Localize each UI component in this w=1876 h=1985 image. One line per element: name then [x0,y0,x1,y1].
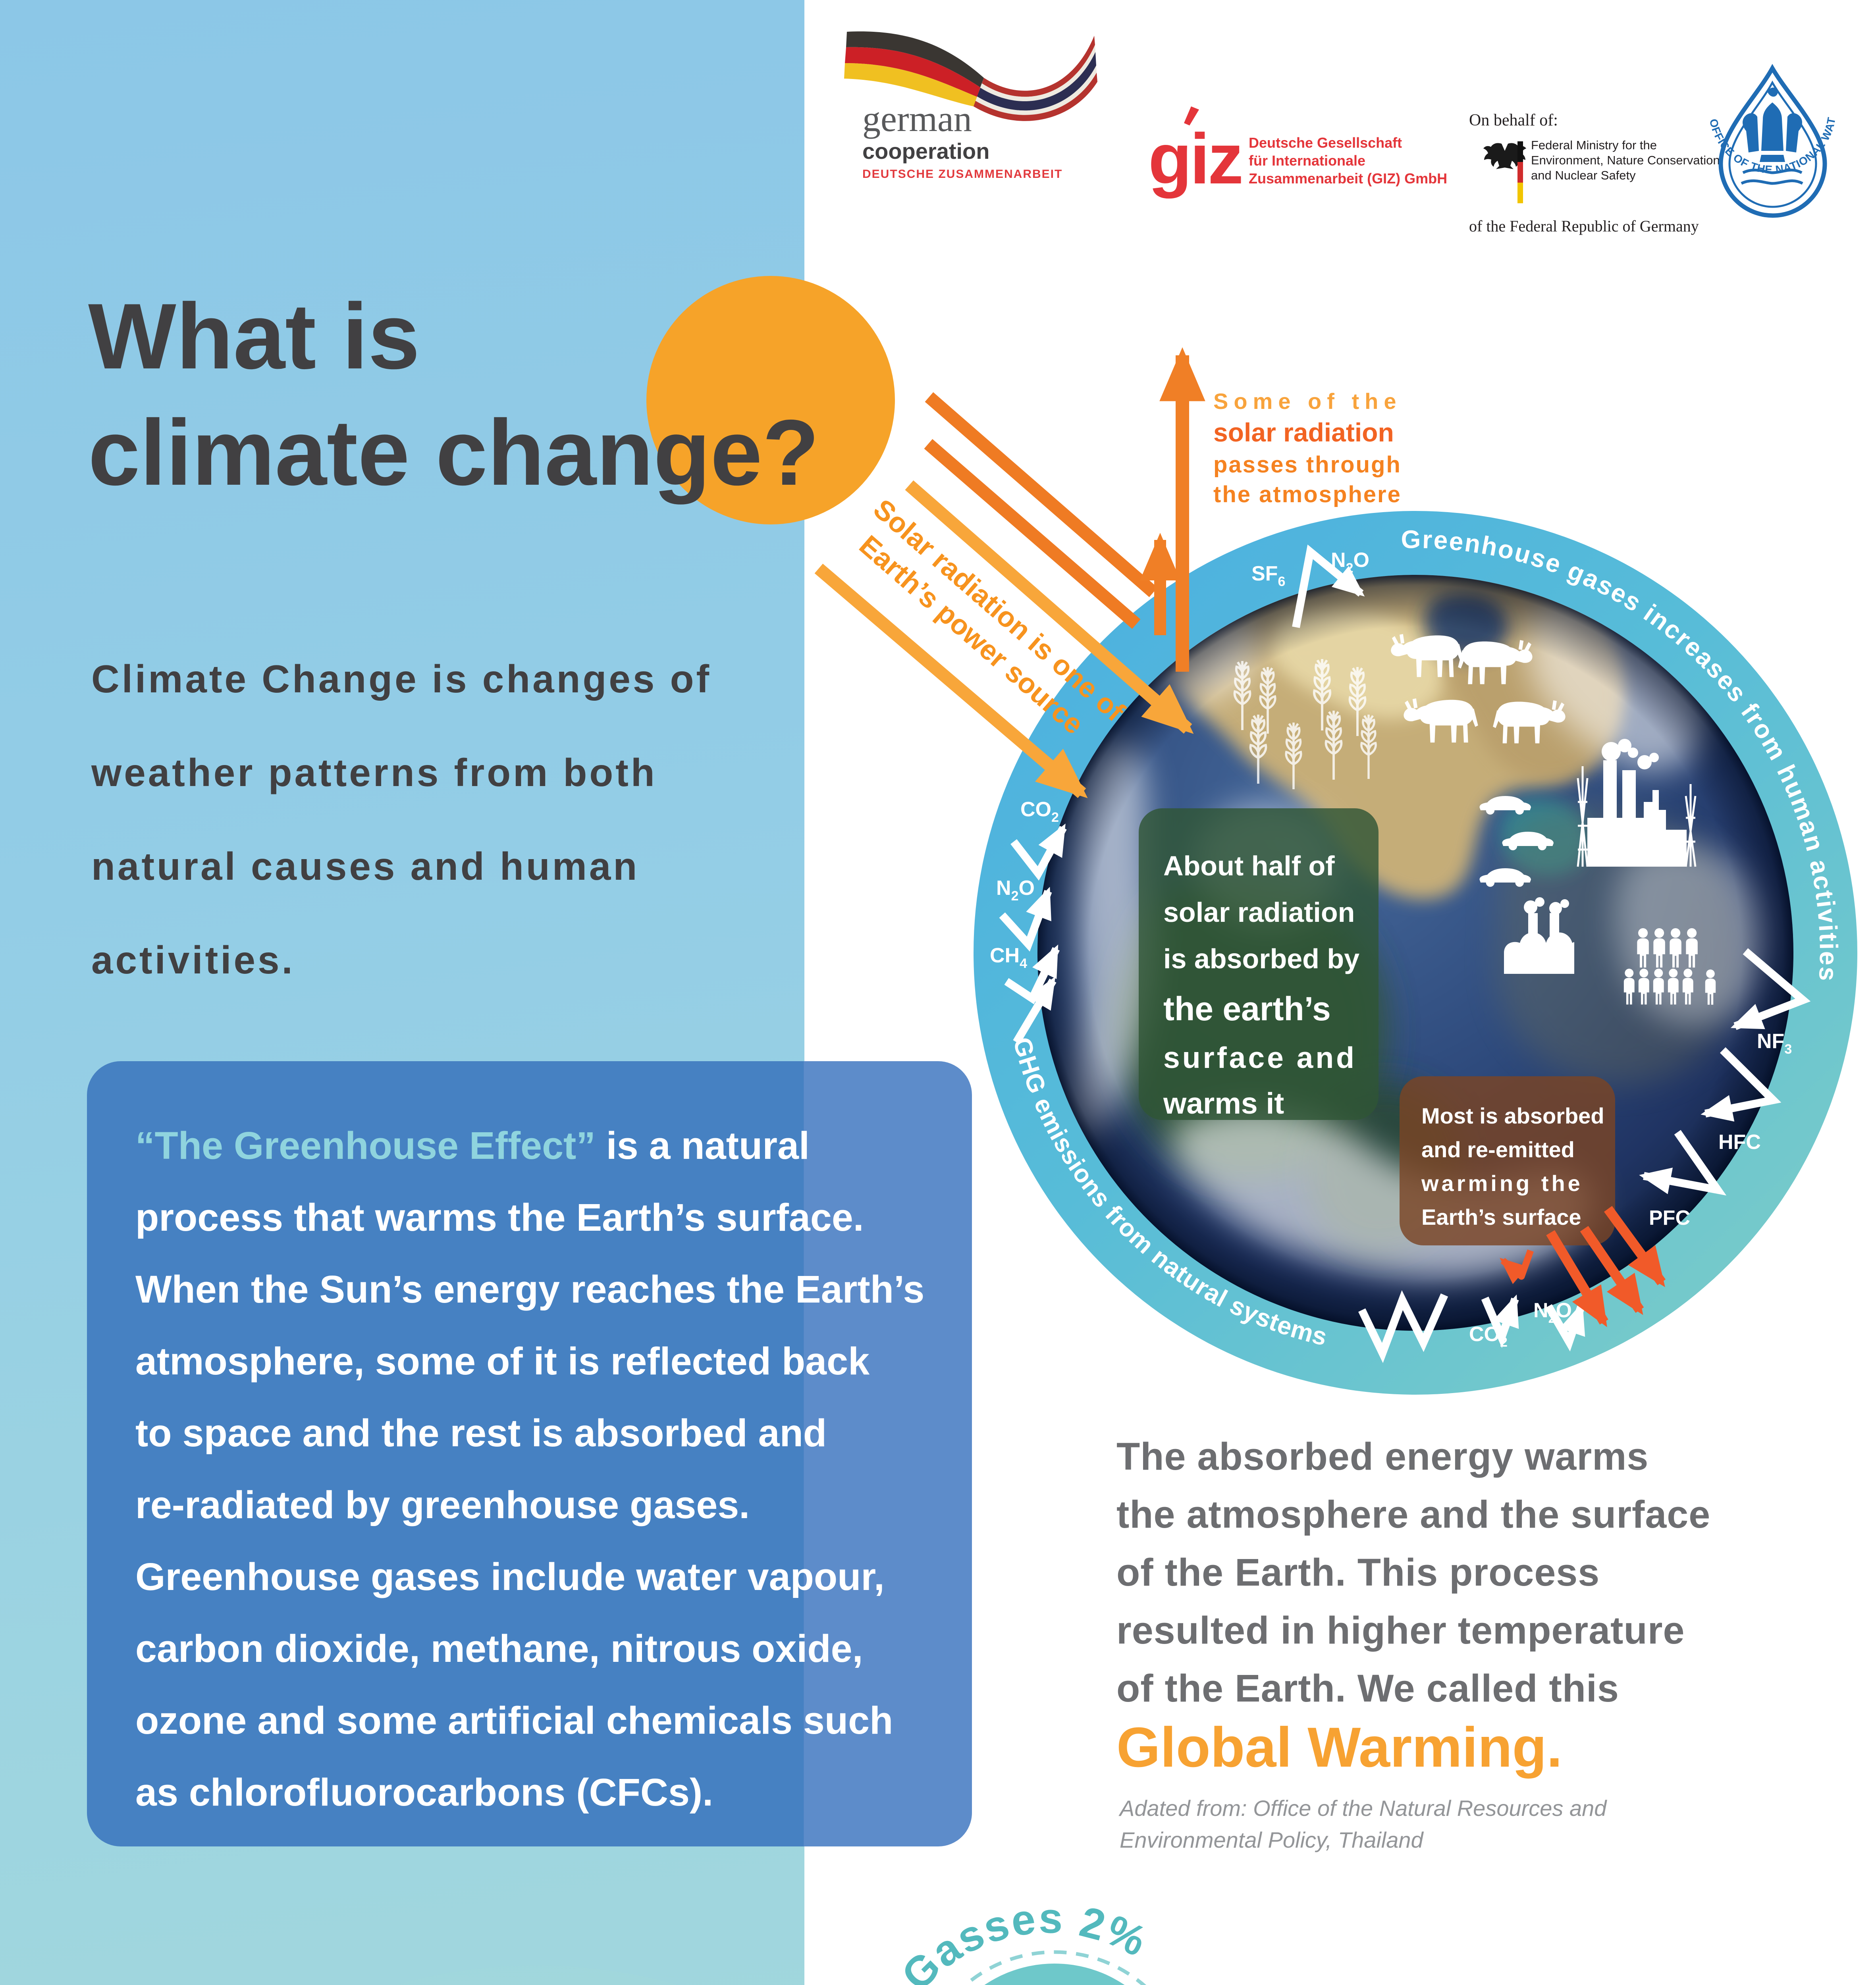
svg-text:DEUTSCHE ZUSAMMENARBEIT: DEUTSCHE ZUSAMMENARBEIT [862,168,1062,181]
svg-text:solar radiation: solar radiation [1213,418,1394,447]
svg-text:CH4: CH4 [990,944,1027,971]
svg-text:of the Federal Republic of Ger: of the Federal Republic of Germany [1469,217,1699,235]
svg-text:Zusammenarbeit (GIZ) GmbH: Zusammenarbeit (GIZ) GmbH [1249,170,1447,187]
svg-text:Some of the: Some of the [1213,389,1402,414]
svg-text:the atmosphere: the atmosphere [1213,482,1402,507]
svg-text:About half of: About half of [1163,850,1335,881]
svg-text:Environment, Nature Conservati: Environment, Nature Conservation [1531,153,1720,167]
svg-text:and Nuclear Safety: and Nuclear Safety [1531,168,1636,182]
svg-text:Earth’s surface: Earth’s surface [1421,1204,1581,1230]
svg-text:german: german [862,98,972,139]
svg-text:is absorbed by: is absorbed by [1163,943,1359,974]
svg-text:and re-emitted: and re-emitted [1421,1137,1575,1162]
svg-text:giz: giz [1148,119,1242,199]
svg-text:für Internationale: für Internationale [1249,152,1365,169]
svg-text:Deutsche Gesellschaft: Deutsche Gesellschaft [1249,135,1402,151]
svg-text:solar radiation: solar radiation [1163,897,1355,928]
svg-text:passes through: passes through [1213,452,1402,478]
svg-text:warming the: warming the [1421,1171,1583,1196]
svg-text:the earth’s: the earth’s [1163,990,1331,1027]
svg-text:Most is absorbed: Most is absorbed [1421,1103,1604,1128]
svg-text:surface and: surface and [1163,1041,1357,1074]
svg-text:warms it: warms it [1163,1087,1284,1120]
svg-text:On behalf of:: On behalf of: [1469,111,1558,129]
svg-text:HFC: HFC [1718,1131,1761,1154]
svg-text:Federal Ministry for the: Federal Ministry for the [1531,138,1657,152]
svg-text:PFC: PFC [1649,1206,1690,1230]
svg-text:cooperation: cooperation [862,139,989,164]
